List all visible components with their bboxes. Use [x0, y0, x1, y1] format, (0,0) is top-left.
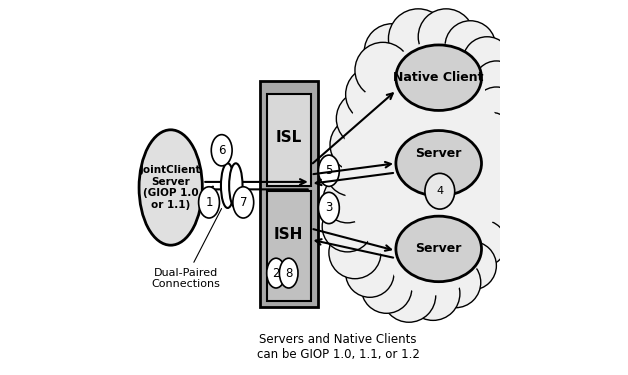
Ellipse shape [198, 187, 219, 218]
Circle shape [344, 87, 493, 236]
Text: 5: 5 [325, 164, 333, 177]
Ellipse shape [221, 163, 234, 208]
Circle shape [474, 87, 519, 132]
Circle shape [474, 61, 519, 106]
Circle shape [418, 9, 474, 64]
Bar [260, 81, 318, 307]
Circle shape [463, 37, 511, 85]
Circle shape [389, 9, 448, 68]
Ellipse shape [318, 155, 339, 186]
Circle shape [330, 118, 384, 171]
Circle shape [445, 21, 495, 71]
Circle shape [361, 263, 412, 313]
Circle shape [381, 42, 485, 147]
Ellipse shape [342, 61, 506, 269]
Text: 6: 6 [218, 144, 225, 157]
Text: 4: 4 [436, 186, 443, 196]
Circle shape [467, 195, 511, 240]
Circle shape [345, 249, 394, 297]
Circle shape [459, 139, 504, 184]
Text: Dual-Paired
Connections: Dual-Paired Connections [151, 209, 222, 289]
Circle shape [426, 128, 500, 202]
Ellipse shape [396, 216, 482, 282]
Ellipse shape [139, 130, 202, 245]
Ellipse shape [425, 173, 455, 209]
Text: ISL: ISL [276, 130, 302, 145]
Text: Server: Server [416, 242, 462, 255]
Text: 2: 2 [273, 267, 280, 280]
Circle shape [329, 226, 381, 279]
Circle shape [448, 242, 496, 290]
Text: ISH: ISH [274, 226, 303, 242]
Circle shape [323, 174, 372, 223]
Ellipse shape [267, 258, 285, 288]
Circle shape [344, 128, 418, 202]
Text: Native Client: Native Client [394, 71, 484, 84]
Text: 8: 8 [285, 267, 293, 280]
Circle shape [326, 146, 377, 196]
Text: 3: 3 [325, 201, 333, 214]
Circle shape [430, 257, 481, 308]
Circle shape [462, 166, 508, 213]
Circle shape [364, 24, 420, 80]
Circle shape [337, 91, 392, 147]
Bar [267, 94, 311, 186]
Circle shape [385, 199, 482, 296]
Bar [267, 191, 311, 301]
Ellipse shape [318, 192, 339, 224]
Text: Servers and Native Clients
can be GIOP 1.0, 1.1, or 1.2: Servers and Native Clients can be GIOP 1… [257, 333, 420, 361]
Circle shape [406, 267, 460, 320]
Circle shape [468, 112, 514, 159]
Circle shape [345, 66, 401, 122]
Ellipse shape [396, 130, 482, 196]
Ellipse shape [233, 187, 254, 218]
Ellipse shape [211, 135, 232, 166]
Circle shape [382, 268, 436, 322]
Text: 7: 7 [239, 196, 247, 209]
Ellipse shape [279, 258, 298, 288]
Ellipse shape [396, 45, 482, 111]
Circle shape [322, 201, 373, 252]
Text: JointClient
Server
(GIOP 1.0
or 1.1): JointClient Server (GIOP 1.0 or 1.1) [140, 165, 202, 210]
Ellipse shape [229, 163, 242, 208]
Text: Server: Server [416, 147, 462, 160]
Circle shape [355, 42, 411, 98]
Text: 1: 1 [205, 196, 213, 209]
Circle shape [460, 220, 506, 266]
